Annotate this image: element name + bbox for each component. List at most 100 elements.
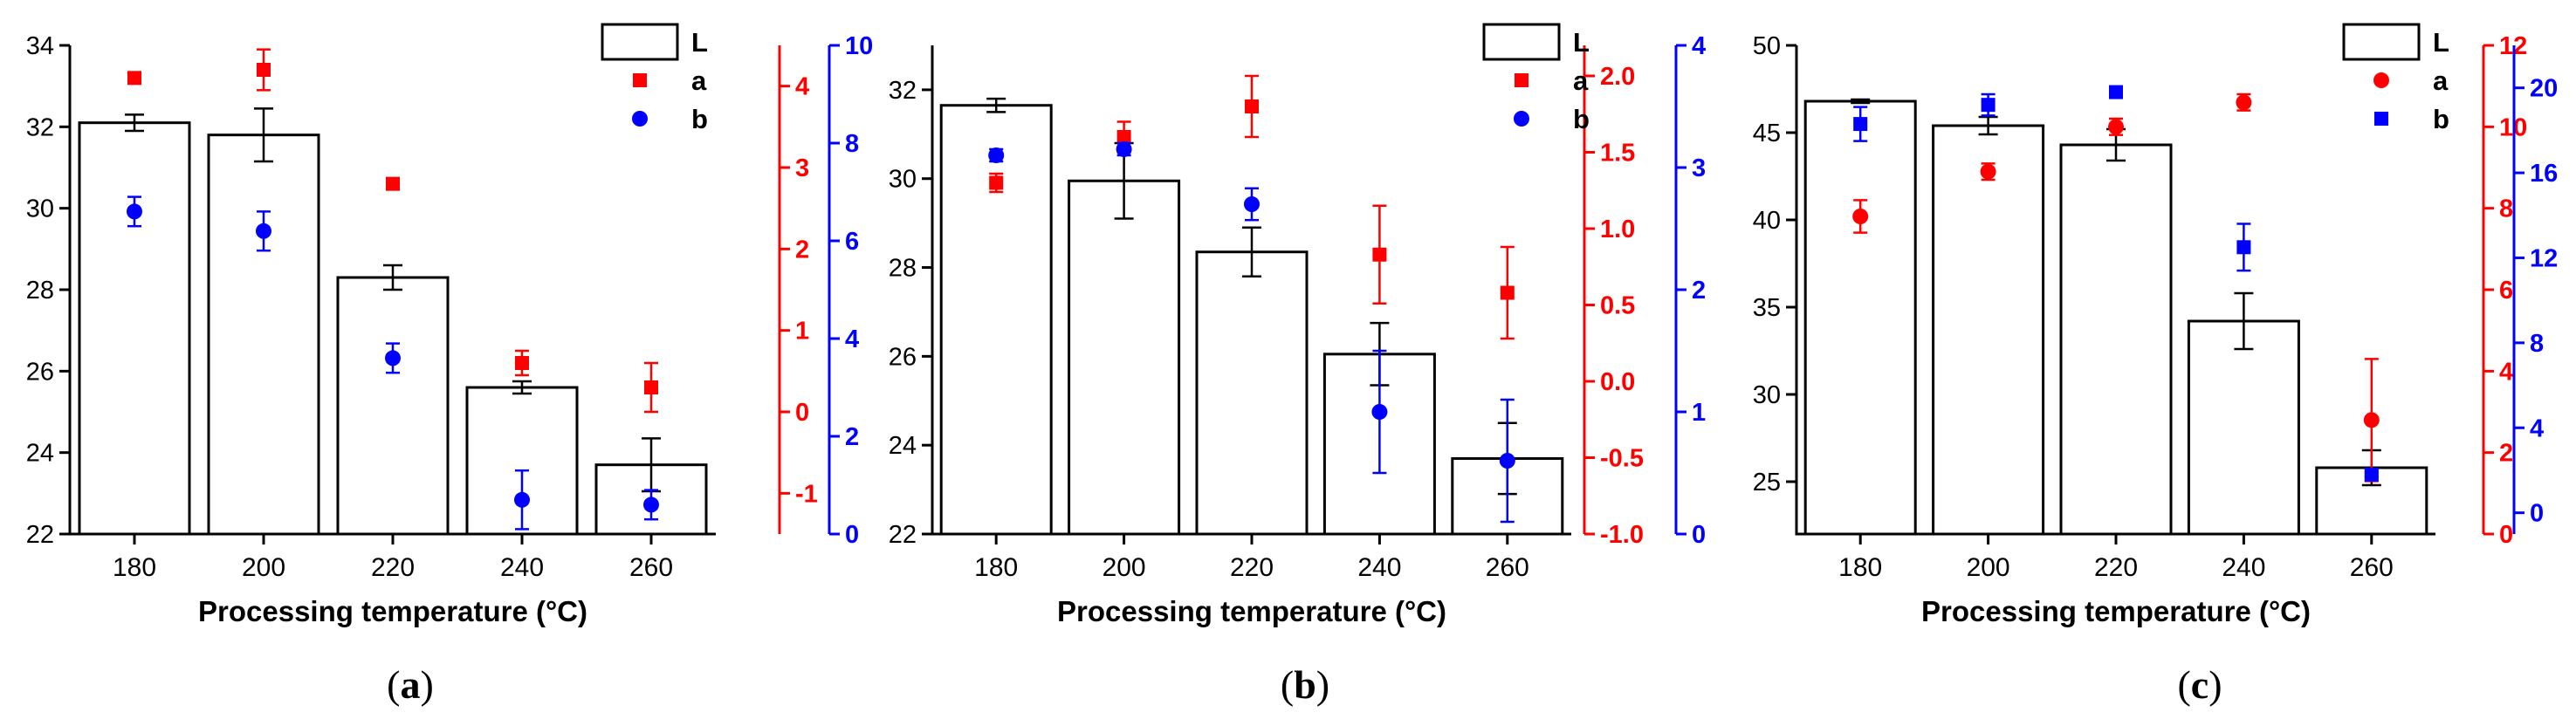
point-a xyxy=(1500,285,1515,300)
x-axis-tick-label: 240 xyxy=(1357,553,1401,582)
point-a xyxy=(515,356,529,370)
right-axis-tick-label-a: 4 xyxy=(795,73,809,101)
right-axis-tick-label-b: 4 xyxy=(1692,32,1706,60)
legend-label-a: a xyxy=(691,65,707,96)
legend-swatch-a xyxy=(2373,72,2389,88)
right-axis-tick-label-a: -1 xyxy=(795,480,818,508)
left-axis-tick-label: 26 xyxy=(889,343,917,371)
point-a xyxy=(2108,119,2124,135)
x-axis-tick-label: 240 xyxy=(500,553,544,582)
right-axis-tick-label-b: 8 xyxy=(2530,330,2544,358)
chart-panel-b: 22 24 26 28 30 32 -1.0 -0.5 0.0 0.5 1.0 1.5 2.0 0 1 2 3 4… xyxy=(889,23,1706,707)
x-axis-tick-label: 180 xyxy=(974,553,1018,582)
legend-swatch-a xyxy=(633,73,647,87)
point-a xyxy=(127,71,141,86)
left-axis-tick-label: 28 xyxy=(26,277,54,305)
right-axis-tick-label-a: -0.5 xyxy=(1600,445,1644,473)
legend-label-b: b xyxy=(2433,104,2449,134)
right-axis-tick-label-b: 16 xyxy=(2530,160,2558,188)
bar-L xyxy=(336,276,450,536)
right-axis-tick-label-b: 0 xyxy=(2530,500,2544,528)
right-axis-tick-label-b: 4 xyxy=(845,325,859,353)
panel-caption: (a) xyxy=(387,662,434,707)
point-b xyxy=(256,223,271,239)
x-axis-tick-label: 200 xyxy=(1103,553,1146,582)
x-axis-title: Processing temperature (°C) xyxy=(1921,595,2311,627)
right-axis-tick-label-a: 0.0 xyxy=(1600,368,1635,396)
right-axis-tick-label-b: 2 xyxy=(1692,277,1706,305)
point-b xyxy=(2109,85,2123,99)
left-axis-tick-label: 30 xyxy=(26,195,54,223)
point-a xyxy=(2363,412,2380,428)
point-a xyxy=(1245,99,1259,113)
right-axis-tick-label-a: -1.0 xyxy=(1600,521,1644,549)
right-axis-tick-label-b: 4 xyxy=(2530,414,2544,442)
caption-close-paren: ) xyxy=(2208,662,2222,707)
right-axis-tick-label-a: 0 xyxy=(2499,521,2513,549)
legend-label-b: b xyxy=(691,104,708,134)
legend-label-a: a xyxy=(1573,65,1589,96)
left-axis-tick-label: 45 xyxy=(1753,120,1781,147)
x-axis-title: Processing temperature (°C) xyxy=(198,595,587,627)
caption-close-paren: ) xyxy=(1316,662,1329,707)
bar-L xyxy=(2187,319,2300,536)
legend-swatch-L xyxy=(2342,23,2421,61)
right-axis-tick-label-a: 1.5 xyxy=(1600,140,1635,168)
point-b xyxy=(514,491,530,508)
x-axis-tick-label: 260 xyxy=(2350,553,2394,582)
point-b xyxy=(1244,196,1260,212)
legend-label-L: L xyxy=(691,27,708,58)
legend-swatch-L xyxy=(601,23,679,61)
caption-letter: a xyxy=(401,662,421,707)
right-axis-tick-label-a: 2 xyxy=(2499,440,2513,468)
left-axis-tick-label: 35 xyxy=(1753,294,1781,322)
point-b xyxy=(1853,117,1868,132)
right-axis-tick-label-b: 20 xyxy=(2530,75,2558,103)
legend: Lab xyxy=(601,23,708,134)
right-axis-tick-label-b: 0 xyxy=(1692,521,1706,549)
bar-L xyxy=(78,121,191,536)
right-axis-tick-label-b: 2 xyxy=(845,423,859,451)
bar-L xyxy=(1803,99,1917,536)
left-axis-tick-label: 40 xyxy=(1753,207,1781,235)
x-axis-tick-label: 220 xyxy=(2094,553,2138,582)
legend-label-L: L xyxy=(1573,27,1590,58)
left-axis-tick-label: 25 xyxy=(1753,469,1781,497)
x-axis-tick-label: 240 xyxy=(2222,553,2265,582)
legend-swatch-L xyxy=(1482,23,1561,61)
point-b xyxy=(1499,453,1515,469)
point-b xyxy=(643,497,659,513)
chart-panel-c: 2530354045500246810120481216201802002202… xyxy=(1753,23,2558,707)
right-axis-tick-label-a: 2 xyxy=(795,236,809,264)
legend-swatch-b xyxy=(632,111,648,127)
point-b xyxy=(1371,404,1388,420)
point-a xyxy=(257,63,271,77)
legend-swatch-a xyxy=(1515,73,1528,87)
point-b xyxy=(988,147,1005,163)
left-axis-tick-label: 22 xyxy=(26,521,54,549)
point-b xyxy=(127,203,142,220)
legend-label-b: b xyxy=(1573,104,1590,134)
caption-open-paren: ( xyxy=(1281,662,1294,707)
left-axis-tick-label: 50 xyxy=(1753,32,1781,60)
point-a xyxy=(1852,209,1869,224)
right-axis-tick-label-a: 1 xyxy=(795,318,809,346)
right-axis-tick-label-b: 12 xyxy=(2530,244,2558,272)
caption-open-paren: ( xyxy=(387,662,400,707)
right-axis-tick-label-b: 6 xyxy=(845,228,859,256)
right-axis-tick-label-a: 0 xyxy=(795,399,809,427)
point-a xyxy=(386,176,400,191)
right-axis-tick-label-b: 0 xyxy=(845,521,859,549)
left-axis-tick-label: 22 xyxy=(889,521,917,549)
caption-close-paren: ) xyxy=(421,662,434,707)
panel-caption: (b) xyxy=(1281,662,1329,707)
left-axis-tick-label: 24 xyxy=(26,440,54,468)
left-axis-tick-label: 32 xyxy=(889,77,917,105)
bar-L xyxy=(1068,179,1181,536)
x-axis-tick-label: 200 xyxy=(242,553,285,582)
right-axis-tick-label-a: 6 xyxy=(2499,277,2513,305)
right-axis-tick-label-b: 3 xyxy=(1692,154,1706,182)
right-axis-tick-label-a: 3 xyxy=(795,154,809,182)
